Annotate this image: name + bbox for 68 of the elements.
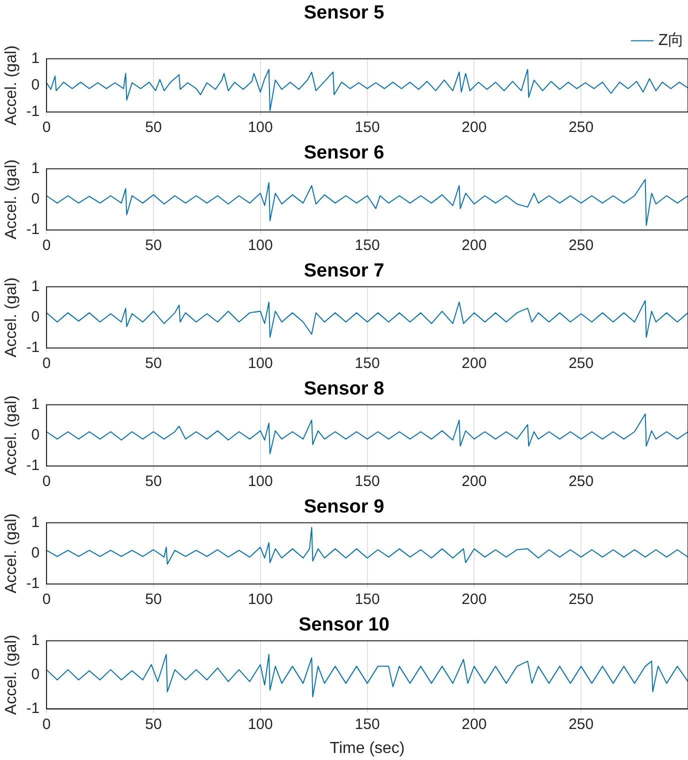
y-tick-label: 1 — [31, 396, 40, 413]
x-tick-label: 0 — [42, 237, 51, 254]
chart-title: Sensor 10 — [298, 614, 390, 636]
y-axis-title: Accel. (gal) — [3, 277, 20, 358]
y-tick-label: 0 — [31, 544, 40, 562]
x-tick-label: 50 — [145, 716, 162, 733]
y-tick-label: 0 — [31, 666, 40, 683]
x-tick-label: 50 — [145, 591, 162, 608]
x-tick-label: 50 — [145, 119, 162, 136]
x-tick-label: 100 — [248, 237, 273, 254]
x-tick-label: 100 — [248, 355, 273, 372]
y-axis-title: Accel. (gal) — [3, 45, 20, 126]
x-tick-label: 250 — [568, 716, 594, 733]
x-tick-label: 100 — [248, 716, 273, 733]
y-tick-label: -1 — [26, 339, 40, 356]
x-tick-label: 200 — [462, 119, 487, 136]
y-tick-label: -1 — [26, 221, 40, 238]
x-tick-label: 100 — [248, 473, 273, 490]
y-axis-title: Accel. (gal) — [3, 395, 20, 476]
y-tick-label: 1 — [31, 160, 40, 177]
chart-title: Sensor 5 — [304, 2, 385, 24]
y-tick-label: 0 — [31, 190, 40, 208]
x-tick-label: 200 — [462, 716, 487, 733]
y-tick-label: 0 — [31, 308, 40, 326]
x-tick-label: 200 — [462, 237, 487, 254]
x-tick-label: 150 — [354, 119, 380, 136]
y-axis-title: Accel. (gal) — [3, 634, 20, 715]
y-tick-label: -1 — [26, 575, 40, 592]
x-tick-label: 50 — [145, 237, 162, 254]
x-tick-label: 150 — [354, 237, 380, 254]
x-tick-label: 100 — [248, 119, 273, 136]
x-tick-label: 200 — [462, 473, 487, 490]
legend-label: Z向 — [658, 32, 684, 50]
x-tick-label: 150 — [354, 355, 380, 372]
x-tick-label: 200 — [462, 355, 487, 372]
y-tick-label: 1 — [31, 278, 40, 295]
x-tick-label: 250 — [568, 355, 594, 372]
x-tick-label: 250 — [568, 473, 594, 490]
x-tick-label: 250 — [568, 237, 594, 254]
x-tick-label: 250 — [568, 119, 594, 136]
x-tick-label: 150 — [354, 716, 380, 733]
x-tick-label: 0 — [42, 716, 51, 733]
chart-title: Sensor 9 — [304, 496, 384, 518]
y-axis-title: Accel. (gal) — [3, 159, 20, 240]
x-axis-title: Time (sec) — [330, 740, 405, 757]
x-tick-label: 150 — [354, 473, 380, 490]
x-tick-label: 150 — [354, 591, 380, 608]
chart-title: Sensor 8 — [304, 378, 384, 400]
y-tick-label: -1 — [26, 700, 40, 717]
x-tick-label: 0 — [42, 473, 51, 490]
y-tick-label: 0 — [31, 76, 40, 94]
x-tick-label: 0 — [42, 355, 51, 372]
y-tick-label: 1 — [31, 514, 40, 531]
y-tick-label: 0 — [31, 426, 40, 444]
x-tick-label: 0 — [42, 591, 51, 608]
x-tick-label: 100 — [248, 591, 273, 608]
x-tick-label: 0 — [42, 119, 51, 136]
chart-title: Sensor 7 — [304, 260, 384, 282]
x-tick-label: 50 — [145, 355, 162, 372]
y-tick-label: 1 — [31, 632, 40, 649]
y-tick-label: 1 — [31, 50, 40, 67]
chart-title: Sensor 6 — [304, 142, 384, 164]
y-tick-label: -1 — [26, 103, 40, 120]
y-tick-label: -1 — [26, 457, 40, 474]
y-axis-title: Accel. (gal) — [3, 513, 20, 594]
x-tick-label: 200 — [462, 591, 487, 608]
x-tick-label: 50 — [145, 473, 162, 490]
x-tick-label: 250 — [568, 591, 594, 608]
